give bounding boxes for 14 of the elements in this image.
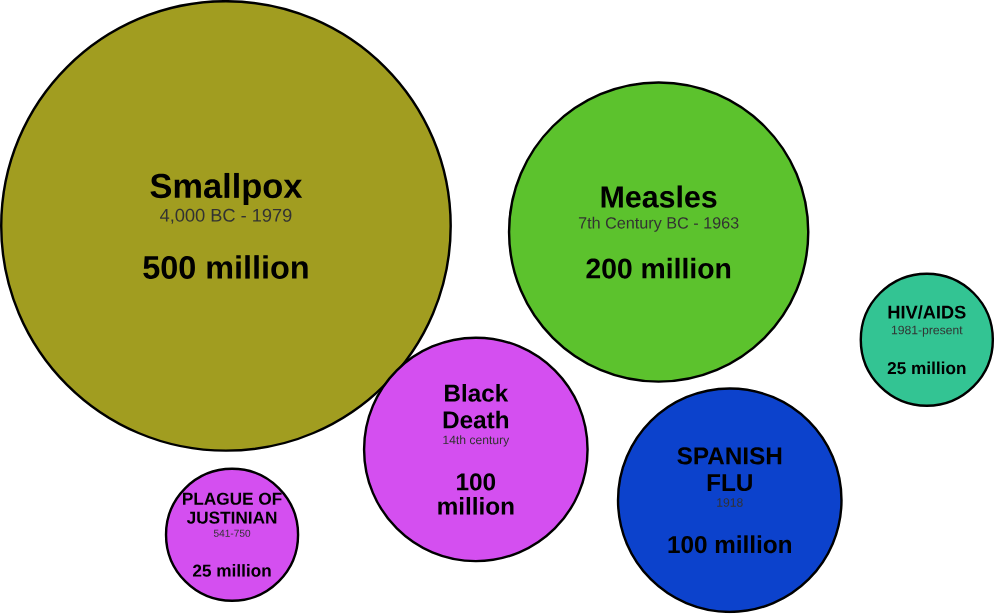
data-label: 25 million xyxy=(887,361,966,375)
category-label: Black Death xyxy=(443,384,509,429)
category-label: Measles xyxy=(601,185,717,209)
data-label: 25 million xyxy=(192,564,271,578)
category-label: HIV/AIDS xyxy=(888,305,966,320)
text: 4,000 BC - 1979 xyxy=(160,209,292,225)
data-label: 100 million xyxy=(438,473,514,516)
category-label: PLAGUE OF JUSTINIAN xyxy=(183,493,282,525)
text: 7th Century BC - 1963 xyxy=(578,217,739,233)
category-label: SPANISH FLU xyxy=(677,447,782,492)
category-label: Smallpox xyxy=(150,173,303,206)
data-label: 100 million xyxy=(668,535,791,554)
data-label: 500 million xyxy=(143,255,308,280)
data-label: 200 million xyxy=(586,258,731,280)
